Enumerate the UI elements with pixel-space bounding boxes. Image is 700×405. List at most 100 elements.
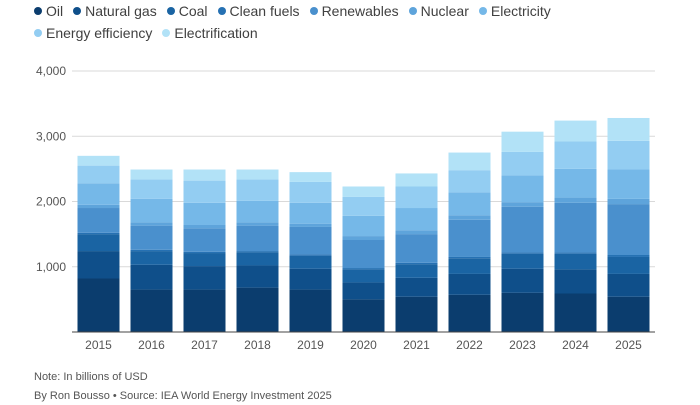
legend-swatch: [34, 7, 42, 15]
bar-segment: [607, 140, 650, 170]
bar-segment: [236, 169, 279, 180]
legend: Oil Natural gas Coal Clean fuels Renewables N…: [34, 3, 674, 41]
bar-segment: [130, 249, 173, 252]
legend-item: Electricity: [478, 3, 551, 19]
bar-segment: [130, 179, 173, 199]
bar-segment: [77, 155, 120, 166]
legend-item: Energy efficiency: [34, 25, 152, 41]
bar-segment: [77, 234, 120, 252]
bar-segment: [607, 255, 650, 257]
bar-segment: [183, 202, 226, 225]
legend-label: Energy efficiency: [46, 25, 153, 41]
legend-item: Coal: [166, 3, 208, 19]
bar-segment: [130, 222, 173, 226]
bar-segment: [554, 252, 597, 254]
legend-swatch: [34, 29, 42, 37]
legend-swatch: [309, 7, 318, 15]
bar-segment: [501, 253, 544, 269]
x-tick-label: 2023: [509, 338, 536, 352]
bar-segment: [77, 165, 120, 184]
bar-segment: [395, 173, 438, 187]
x-tick-label: 2016: [138, 338, 165, 352]
y-tick-label: 1,000: [36, 260, 66, 274]
bar-segment: [395, 277, 438, 297]
legend-label: Electricity: [490, 3, 551, 19]
bar-segment: [77, 208, 120, 233]
bar-segment: [554, 120, 597, 142]
bar-segment: [448, 294, 491, 332]
bar-segment: [77, 204, 120, 209]
x-tick-label: 2020: [350, 338, 377, 352]
legend-item: Oil: [34, 3, 63, 19]
y-tick-label: 2,000: [36, 195, 66, 209]
legend-label: Renewables: [321, 3, 399, 19]
bar-segment: [554, 269, 597, 294]
bar-segment: [501, 252, 544, 254]
legend-swatch: [73, 7, 82, 15]
note-text: Note: In billions of USD: [34, 371, 148, 383]
bar-segment: [554, 197, 597, 203]
bar-segment: [607, 204, 650, 256]
x-tick-label: 2024: [562, 338, 589, 352]
bar-segment: [289, 254, 332, 256]
bar-segment: [448, 192, 491, 216]
x-tick-label: 2017: [191, 338, 218, 352]
legend-swatch: [408, 7, 417, 15]
legend-label: Coal: [178, 3, 208, 19]
bar-segment: [130, 169, 173, 180]
bar-segment: [607, 117, 650, 141]
bar-segment: [607, 273, 650, 297]
bar-segment: [395, 262, 438, 265]
bar-segment: [130, 225, 173, 250]
bar-segment: [236, 287, 279, 332]
bar-segment: [289, 223, 332, 227]
bar-segment: [395, 264, 438, 278]
bar-segment: [395, 234, 438, 263]
legend-swatch: [162, 29, 171, 37]
bar-segment: [183, 266, 226, 290]
bar-segment: [501, 206, 544, 253]
bar-segment: [554, 168, 597, 198]
bar-segment: [236, 222, 279, 226]
bar-segment: [77, 278, 120, 332]
bar-segment: [607, 169, 650, 199]
bar-segment: [183, 169, 226, 181]
bar-segment: [448, 152, 491, 171]
legend-swatch: [478, 7, 487, 15]
legend-item: Renewables: [309, 3, 399, 19]
legend-swatch: [217, 7, 226, 15]
bar-segment: [554, 141, 597, 169]
legend-item: Electrification: [162, 25, 258, 41]
legend-label: Natural gas: [85, 3, 157, 19]
stacked-bar-chart: 1,000 2,000 3,000 4,000 2015 2016 2017 2018 2019…: [36, 64, 655, 352]
x-tick-label: 2018: [244, 338, 271, 352]
bar-segment: [289, 172, 332, 182]
bar-segment: [130, 198, 173, 223]
x-tick-label: 2022: [456, 338, 483, 352]
legend-label: Electrification: [174, 25, 258, 41]
bar-segment: [501, 151, 544, 176]
bar-segment: [342, 186, 385, 197]
bar-segment: [448, 215, 491, 220]
bar-segment: [342, 215, 385, 237]
bar-segment: [395, 186, 438, 209]
bar-segment: [342, 269, 385, 283]
bar-segment: [501, 268, 544, 293]
bar-segment: [236, 179, 279, 201]
x-tick-label: 2025: [615, 338, 642, 352]
x-tick-label: 2021: [403, 338, 430, 352]
bar-segment: [501, 131, 544, 152]
bar-segment: [501, 292, 544, 332]
legend-label: Clean fuels: [229, 3, 300, 19]
bar-segment: [395, 208, 438, 231]
bar-segment: [236, 200, 279, 223]
bar-segment: [342, 239, 385, 269]
bar-segment: [607, 198, 650, 205]
bar-segment: [448, 256, 491, 259]
bar-segment: [448, 273, 491, 295]
bar-segment: [289, 289, 332, 332]
bar-segment: [289, 268, 332, 290]
x-tick-label: 2019: [297, 338, 324, 352]
legend-item: Natural gas: [73, 3, 157, 19]
bar-segment: [289, 226, 332, 255]
